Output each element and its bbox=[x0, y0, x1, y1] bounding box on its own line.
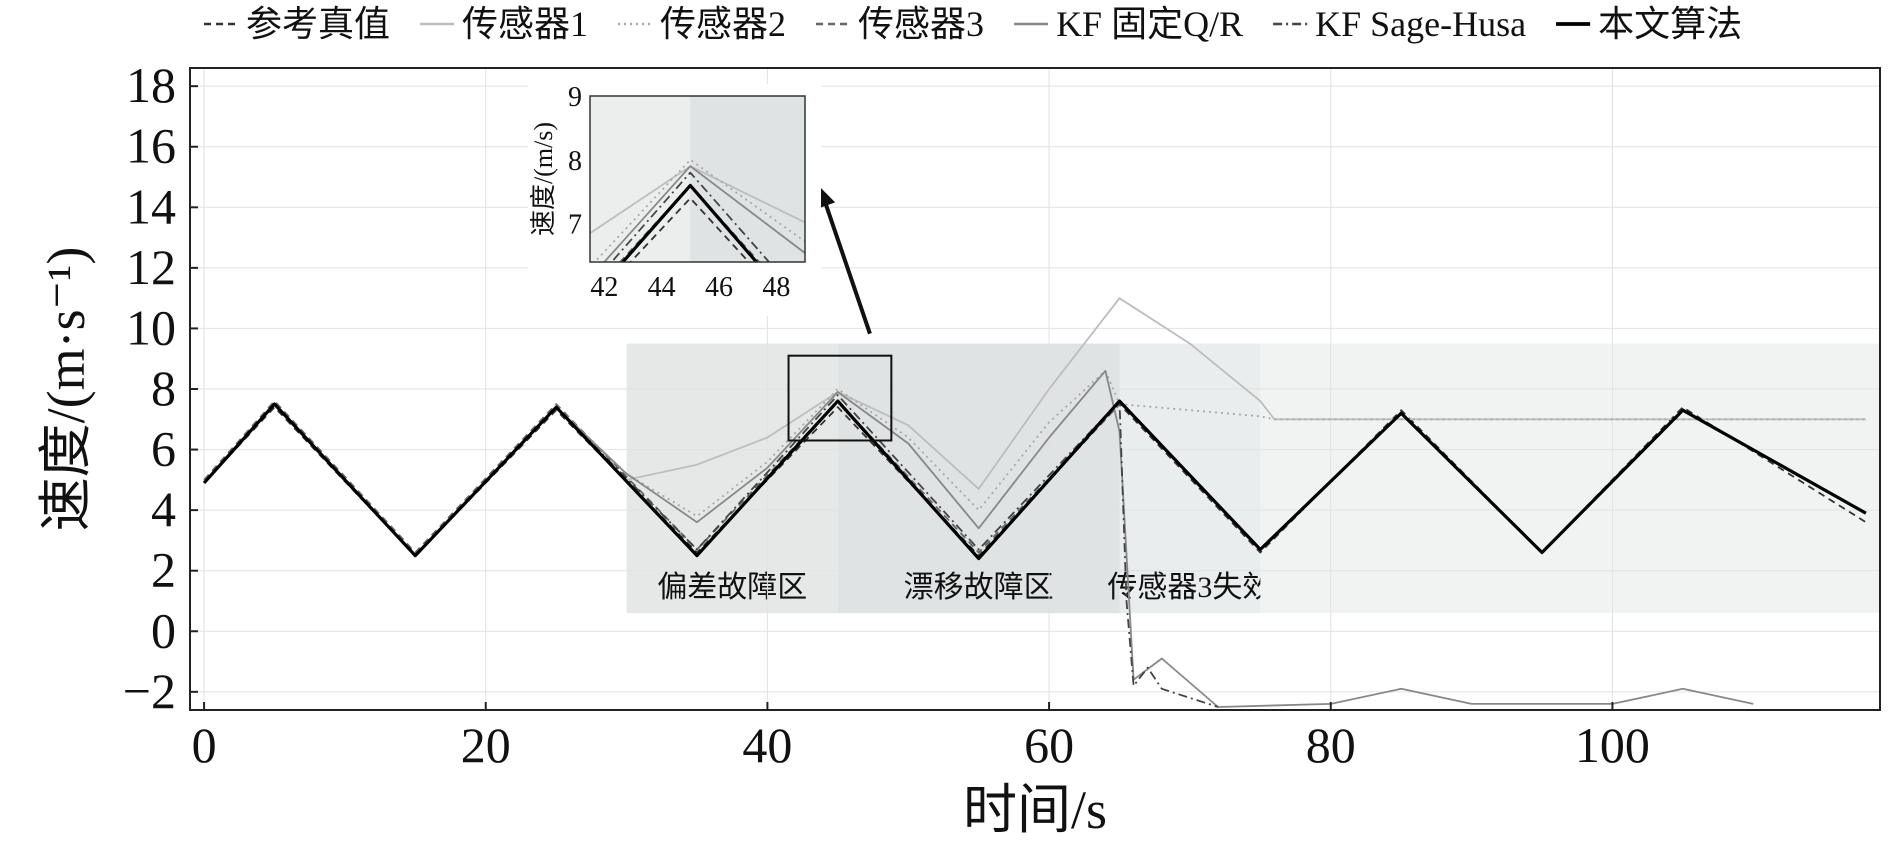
legend-label: 传感器3 bbox=[858, 4, 984, 44]
inset-region bbox=[690, 96, 805, 262]
y-tick-label: 18 bbox=[126, 57, 176, 113]
inset-y-tick-label: 7 bbox=[568, 210, 582, 241]
inset-series-line bbox=[590, 165, 805, 235]
legend-label: 参考真值 bbox=[246, 4, 390, 44]
zoom-arrow-line bbox=[821, 195, 872, 335]
legend: 参考真值 传感器1 传感器2 传感器3 KF 固定Q/R KF Sage-Husa 本文算法 bbox=[204, 4, 1742, 44]
y-tick-label: 4 bbox=[151, 481, 176, 537]
series-line bbox=[203, 403, 1867, 557]
inset-x-tick-label: 48 bbox=[762, 272, 790, 303]
legend-label: KF Sage-Husa bbox=[1315, 4, 1526, 44]
series-line bbox=[626, 297, 1866, 490]
y-tick-label: 0 bbox=[151, 602, 176, 658]
y-axis-title: 速度/(m·s⁻¹) bbox=[36, 247, 96, 532]
y-tick-label: 14 bbox=[126, 178, 176, 234]
x-tick-label: 80 bbox=[1306, 717, 1356, 773]
x-axis-title: 时间/s bbox=[963, 780, 1107, 840]
inset-x-tick-label: 44 bbox=[648, 272, 676, 303]
inset-frame bbox=[589, 95, 806, 263]
inset-plot: 42 44 46 48 7 8 9 速度/(m/s) bbox=[529, 82, 806, 303]
inset-x-tick-label: 46 bbox=[705, 272, 733, 303]
series-line bbox=[203, 400, 1121, 554]
region-label: 漂移故障区 bbox=[904, 571, 1054, 604]
series-line bbox=[626, 369, 1866, 518]
y-tick-label: 12 bbox=[126, 239, 176, 295]
grid bbox=[190, 68, 1880, 710]
region-label: 偏差故障区 bbox=[657, 571, 807, 604]
legend-label: 传感器2 bbox=[660, 4, 786, 44]
fault-region bbox=[837, 343, 1120, 614]
y-tick-label: 2 bbox=[151, 542, 176, 598]
legend-label: KF 固定Q/R bbox=[1056, 4, 1243, 44]
zoom-rect bbox=[787, 354, 893, 442]
series-line bbox=[203, 369, 1754, 708]
series-lines bbox=[202, 297, 1867, 708]
inset-x-tick-label: 42 bbox=[590, 272, 618, 303]
inset-y-tick-label: 8 bbox=[568, 146, 582, 177]
y-tick-label: 10 bbox=[126, 299, 176, 355]
x-tick-label: 20 bbox=[461, 717, 511, 773]
x-tick-label: 0 bbox=[192, 717, 217, 773]
fault-region bbox=[1260, 343, 1880, 614]
fault-region bbox=[1119, 343, 1261, 614]
fault-region bbox=[626, 343, 838, 614]
region-label: 传感器3失效 bbox=[1107, 571, 1272, 604]
y-tick-label: 16 bbox=[126, 118, 176, 174]
x-tick-label: 40 bbox=[742, 717, 792, 773]
x-tick-label: 60 bbox=[1024, 717, 1074, 773]
inset-y-axis-title: 速度/(m/s) bbox=[529, 122, 558, 236]
x-tick-label: 100 bbox=[1575, 717, 1650, 773]
series-line bbox=[202, 399, 1867, 561]
inset-y-tick-label: 9 bbox=[568, 82, 582, 113]
y-tick-label: −2 bbox=[123, 663, 176, 719]
legend-label: 本文算法 bbox=[1598, 4, 1742, 44]
fault-regions: 偏差故障区 漂移故障区 传感器3失效 bbox=[626, 343, 1880, 614]
legend-label: 传感器1 bbox=[462, 4, 588, 44]
y-tick-label: 6 bbox=[151, 421, 176, 477]
y-tick-label: 8 bbox=[151, 360, 176, 416]
inset-series bbox=[590, 158, 805, 262]
